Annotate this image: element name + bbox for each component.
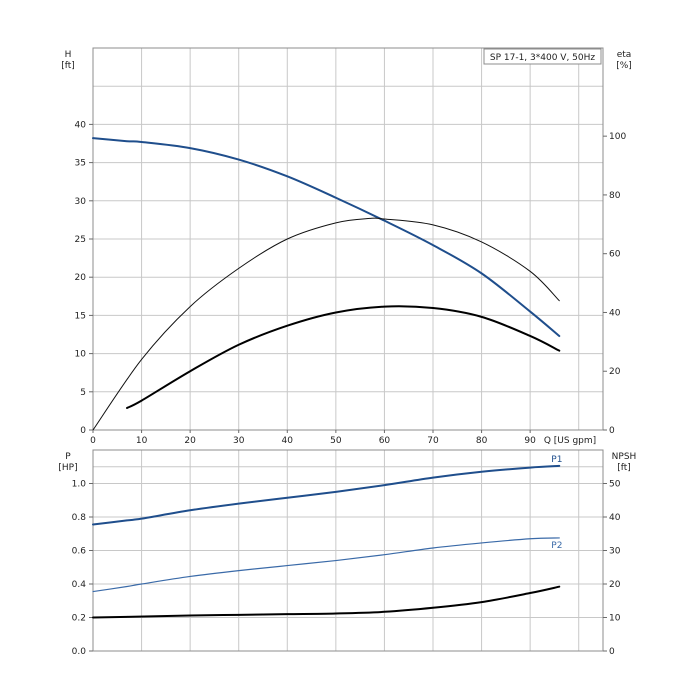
head-right-axis-unit: [%] (616, 61, 632, 71)
head-left-tick-label: 5 (80, 388, 86, 398)
head-series-curve-2 (92, 217, 560, 431)
chart-title-box (483, 48, 602, 65)
power-series-label-p2: P2 (551, 541, 562, 551)
x-tick-label: 60 (379, 436, 391, 446)
power-left-tick-label: 0.8 (72, 513, 87, 523)
head-left-tick-label: 40 (75, 120, 87, 130)
power-series-p2 (92, 537, 560, 593)
x-tick-label: 40 (282, 436, 294, 446)
head-right-tick-label: 0 (609, 426, 615, 436)
power-right-tick-label: 50 (609, 480, 621, 490)
head-right-tick-label: 60 (609, 250, 621, 260)
power-right-axis-label: NPSH (612, 452, 637, 462)
head-left-tick-label: 20 (75, 273, 87, 283)
power-right-tick-label: 10 (609, 614, 621, 624)
head-left-tick-label: 0 (80, 426, 86, 436)
power-series-label-p1: P1 (551, 455, 562, 465)
head-right-tick-label: 100 (609, 132, 626, 142)
x-tick-label: 70 (427, 436, 439, 446)
power-right-tick-label: 30 (609, 547, 621, 557)
x-tick-label: 80 (476, 436, 488, 446)
power-left-tick-label: 1.0 (72, 480, 87, 490)
head-right-tick-label: 80 (609, 191, 621, 201)
head-left-tick-label: 35 (75, 159, 86, 169)
x-tick-label: 50 (330, 436, 342, 446)
head-left-tick-label: 30 (75, 197, 87, 207)
power-left-tick-label: 0.6 (72, 547, 87, 557)
head-left-axis-label: H (65, 50, 72, 60)
power-left-axis-unit: [HP] (58, 463, 77, 473)
head-series-curve-1 (92, 137, 561, 338)
head-left-tick-label: 10 (75, 350, 87, 360)
head-left-tick-label: 15 (75, 311, 86, 321)
power-left-axis-label: P (65, 452, 71, 462)
power-right-tick-label: 0 (609, 647, 615, 657)
power-right-tick-label: 40 (609, 513, 621, 523)
x-tick-label: 0 (90, 436, 96, 446)
chart-title: SP 17-1, 3*400 V, 50Hz (490, 53, 596, 63)
power-right-tick-label: 20 (609, 580, 621, 590)
power-series-curve-3 (92, 585, 561, 619)
head-right-tick-label: 40 (609, 308, 621, 318)
x-tick-label: 10 (136, 436, 148, 446)
power-series-p1 (92, 464, 561, 526)
power-left-tick-label: 0.2 (72, 614, 86, 624)
head-left-axis-unit: [ft] (61, 61, 75, 71)
head-right-tick-label: 20 (609, 367, 621, 377)
head-right-axis-label: eta (617, 50, 632, 60)
head-left-tick-label: 25 (75, 235, 86, 245)
power-left-tick-label: 0.0 (72, 647, 87, 657)
head-series-curve-3 (126, 305, 561, 409)
x-tick-label: 20 (184, 436, 196, 446)
x-axis-label: Q [US gpm] (544, 436, 596, 446)
power-right-axis-unit: [ft] (617, 463, 631, 473)
x-tick-label: 30 (233, 436, 245, 446)
power-left-tick-label: 0.4 (72, 580, 87, 590)
x-tick-label: 90 (524, 436, 536, 446)
